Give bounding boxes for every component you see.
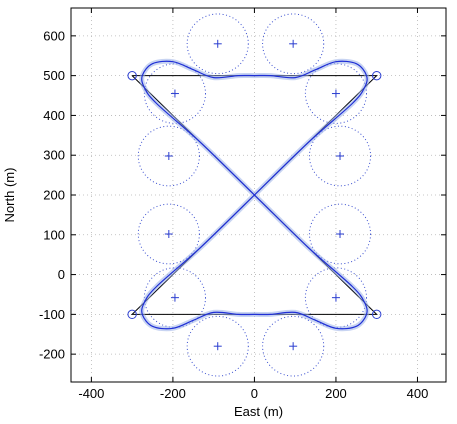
loiter-circle bbox=[143, 63, 207, 124]
x-axis-label: East (m) bbox=[234, 404, 283, 419]
loiter-circle bbox=[262, 13, 325, 75]
y-tick-label: -200 bbox=[39, 347, 65, 362]
loiter-circle bbox=[186, 315, 249, 377]
y-tick-label: 100 bbox=[43, 227, 65, 242]
loiter-circle bbox=[186, 13, 249, 75]
y-tick-label: 500 bbox=[43, 68, 65, 83]
y-tick-label: 0 bbox=[58, 267, 65, 282]
y-axis-label: North (m) bbox=[2, 168, 17, 223]
loiter-circle bbox=[262, 315, 325, 377]
x-tick-label: 200 bbox=[325, 386, 347, 401]
x-tick-label: -400 bbox=[78, 386, 104, 401]
y-tick-label: 200 bbox=[43, 188, 65, 203]
loiter-circle bbox=[137, 203, 200, 265]
trajectory-layer bbox=[139, 58, 370, 332]
trajectory-line bbox=[141, 60, 368, 330]
x-tick-label: 400 bbox=[407, 386, 429, 401]
x-tick-label: 0 bbox=[251, 386, 258, 401]
loiter-circle bbox=[308, 125, 372, 187]
waypoint-marker bbox=[127, 70, 137, 81]
waypoint-marker bbox=[372, 309, 382, 320]
axes-layer: -400 -200 0 200 400 -200 -100 0 100 200 300 400 500 6… bbox=[39, 7, 447, 401]
loiter-circle bbox=[308, 203, 372, 265]
waypoint-marker bbox=[372, 70, 382, 81]
y-tick-label: 600 bbox=[43, 28, 65, 43]
loiter-circle bbox=[137, 125, 200, 187]
x-tick-label: -200 bbox=[160, 386, 186, 401]
waypoint-marker bbox=[127, 309, 137, 320]
y-tick-label: 300 bbox=[43, 148, 65, 163]
y-tick-label: 400 bbox=[43, 108, 65, 123]
grid-layer bbox=[71, 8, 446, 382]
label-layer: East (m) North (m) bbox=[2, 168, 283, 419]
loiter-circle bbox=[304, 63, 368, 124]
marker-layer bbox=[127, 70, 382, 320]
y-tick-label: -100 bbox=[39, 307, 65, 322]
loiter-circle bbox=[304, 267, 368, 328]
